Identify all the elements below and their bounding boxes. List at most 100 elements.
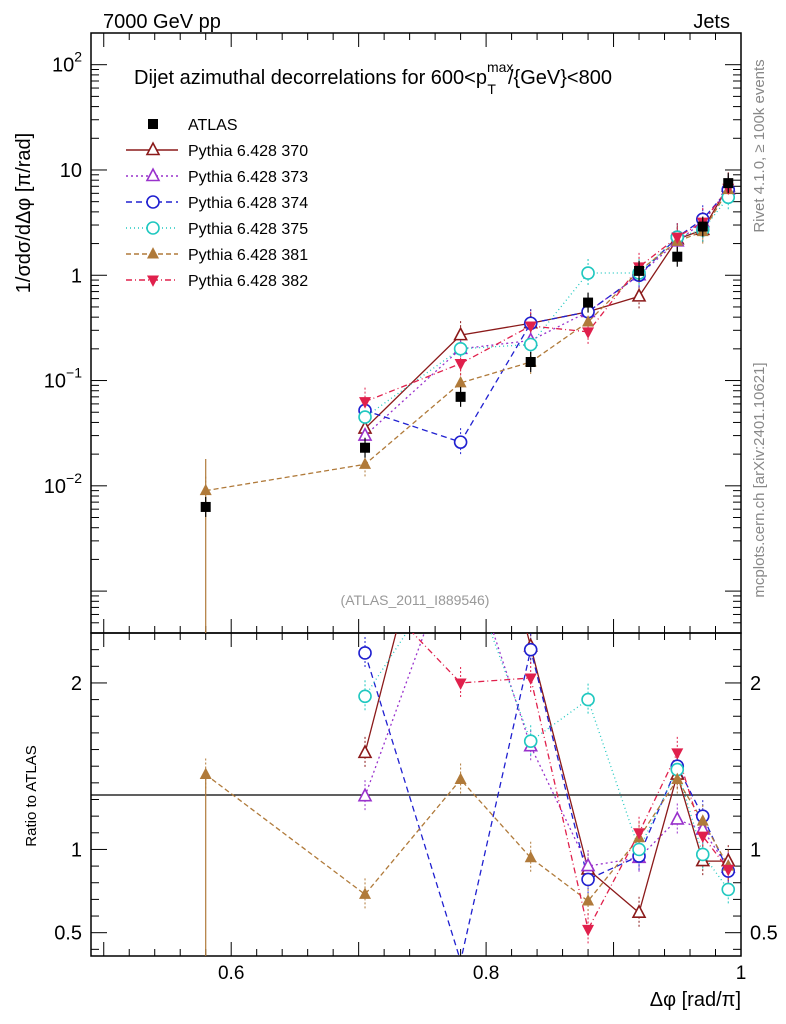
x-tick-label: 0.8 [473,963,499,984]
legend-series-374-marker [146,195,160,209]
y-axis-label: 1/σdσ/dΔφ [π/rad] [13,133,35,293]
series-375-ratio-point [581,692,595,707]
series-373-ratio-line [364,633,729,869]
series-375-ratio-point [632,842,646,857]
legend-atlas-label: ATLAS [188,117,238,134]
legend-series-373-label: Pythia 6.428 373 [188,169,308,186]
x-tick-label: 1 [736,963,747,984]
series-382-point [524,321,537,333]
series-382-ratio-point [524,673,537,685]
atlas-data-point [672,251,683,262]
plot-frames [90,32,742,957]
series-370-point [453,326,468,341]
series-373-line [364,189,729,437]
legend-series-370-label: Pythia 6.428 370 [188,143,308,160]
atlas-data-point [525,357,536,368]
ratio-tick-label-right: 1 [750,839,761,861]
atlas-data-point [583,297,594,308]
legend-series-382-marker [147,275,159,287]
series-374-ratio-point [581,872,595,887]
series-375-point [453,342,468,356]
series-381-point [359,457,372,469]
series-375-point [523,337,538,352]
ratio-tick-label-right: 0.5 [750,923,778,945]
atlas-data-point [360,442,371,453]
chart-title-sup: max [487,59,513,75]
series-381-ratio-point [454,772,467,785]
chart-title-tail: /{GeV}<800 [508,67,612,89]
chart-title: Dijet azimuthal decorrelations for 600<p… [134,59,612,97]
atlas-data-point [455,391,466,402]
series-381-ratio-point [199,767,212,780]
legend: ATLAS Pythia 6.428 370 Pythia 6.428 373 Pyt… [126,117,308,290]
legend-series-381-label: Pythia 6.428 381 [188,247,308,264]
ratio-tick-label-right: 2 [750,673,761,695]
legend-series-373-marker [145,167,161,182]
chart-title-sub: T [487,81,496,97]
series-375-ratio-point [358,689,372,704]
series-375-ratio-point [695,847,710,862]
series-382-ratio-point [722,864,735,877]
main-plot-area [199,172,736,633]
series-381-point [199,483,212,496]
ratio-tick-label-left: 1 [71,839,82,861]
main-series-lines [205,172,729,633]
y-tick-label: 10 [60,160,82,182]
series-375-line [364,196,729,418]
series-375-point [581,266,595,280]
series-382-ratio-point [582,924,595,937]
series-374-point [453,435,468,449]
ratio-plot-area [199,633,736,956]
series-382-line [364,187,729,403]
series-370-ratio-point [631,904,647,919]
atlas-data-point [200,501,211,512]
chart-title-main: Dijet azimuthal decorrelations for 600<p [134,67,487,89]
series-375-ratio-line [364,633,729,890]
series-370-line [364,185,729,430]
series-382-ratio-point [454,678,467,690]
x-axis-label: Δφ [rad/π] [650,989,741,1011]
series-382-point [454,359,467,371]
series-381-ratio-point [359,887,372,899]
series-382-ratio-point [671,748,684,760]
series-375-ratio-point [523,734,538,749]
atlas-data-point [634,265,645,276]
series-370-ratio-line [364,633,729,914]
ratio-y-axis-label: Ratio to ATLAS [23,745,40,846]
series-382-ratio-point [696,831,709,844]
series-381-ratio-point [524,850,537,863]
analysis-watermark: (ATLAS_2011_I889546) [341,592,490,608]
series-382-point [359,397,372,409]
series-374-line [364,189,729,443]
atlas-data-point [697,221,708,232]
series-382-point [671,232,684,245]
series-373-ratio-point [669,810,685,825]
series-381-ratio-point [582,894,595,906]
series-374-ratio-line [364,649,729,956]
y-tick-label: 10−1 [44,365,82,393]
legend-series-374-label: Pythia 6.428 374 [188,195,308,212]
atlas-data-point [723,178,734,189]
header-left: 7000 GeV pp [103,11,221,33]
series-382-ratio-point [633,828,646,840]
series-381-ratio-point [671,772,684,785]
legend-atlas-marker [148,119,158,129]
series-381-ratio-line [205,774,729,902]
legend-series-381-marker [147,247,159,259]
series-374-ratio-point [523,642,538,657]
x-tick-label: 0.6 [218,963,244,984]
y-tick-label: 1 [71,265,82,287]
legend-series-375-label: Pythia 6.428 375 [188,221,308,238]
series-375-ratio-point [721,882,736,897]
y-tick-label: 102 [52,49,82,77]
legend-series-382-label: Pythia 6.428 382 [188,273,308,290]
series-381-point [454,375,467,388]
series-373-ratio-point [357,787,373,802]
series-382-ratio-line [411,633,729,932]
header-right: Jets [693,11,730,33]
series-381-line [205,189,729,492]
series-381-point [582,315,595,327]
series-370-point [631,287,647,302]
